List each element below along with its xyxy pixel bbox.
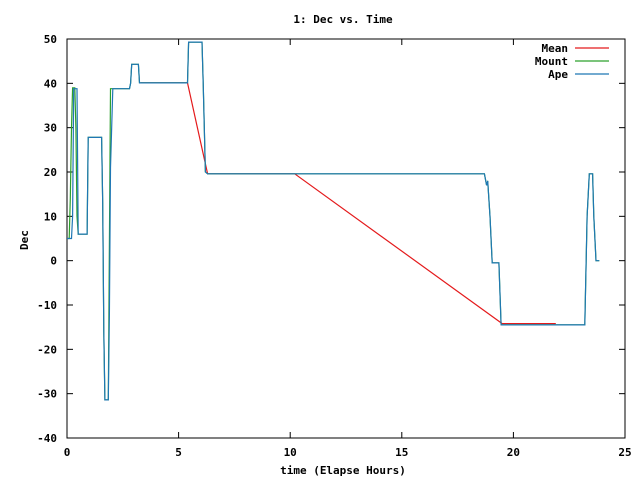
series-line-mount — [67, 41, 600, 401]
y-tick-label: -20 — [37, 343, 57, 356]
series-line-ape — [67, 41, 600, 401]
y-axis-label: Dec — [18, 230, 31, 250]
legend-label-mount: Mount — [535, 55, 568, 68]
y-tick-label: -10 — [37, 299, 57, 312]
chart-title: 1: Dec vs. Time — [293, 13, 393, 26]
y-tick-label: -30 — [37, 388, 57, 401]
x-tick-label: 5 — [175, 446, 182, 459]
legend-label-ape: Ape — [548, 68, 568, 81]
plot-frame — [66, 38, 626, 439]
y-tick-label: 40 — [44, 77, 57, 90]
x-tick-label: 0 — [64, 446, 71, 459]
y-tick-label: -40 — [37, 432, 57, 445]
y-tick-label: 30 — [44, 122, 57, 135]
series-line-mean — [140, 82, 556, 325]
legend-label-mean: Mean — [542, 42, 569, 55]
axes: 0 5 10 15 20 25 50 40 30 20 10 0 -10 -20 -30 -40 — [37, 33, 632, 459]
x-tick-label: 20 — [507, 446, 520, 459]
y-tick-label: 0 — [50, 255, 57, 268]
y-tick-label: 10 — [44, 210, 57, 223]
y-tick-label: 20 — [44, 166, 57, 179]
x-tick-label: 25 — [618, 446, 631, 459]
y-tick-label: 50 — [44, 33, 57, 46]
x-tick-label: 10 — [284, 446, 297, 459]
series-layer — [67, 41, 600, 401]
x-axis-label: time (Elapse Hours) — [280, 464, 406, 477]
x-tick-label: 15 — [395, 446, 408, 459]
